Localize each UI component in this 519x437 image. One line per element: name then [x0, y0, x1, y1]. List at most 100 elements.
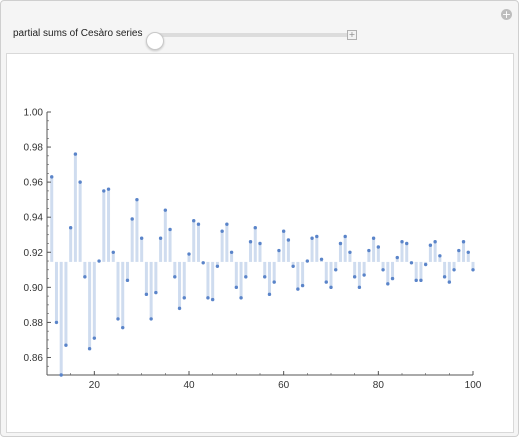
data-point [163, 208, 168, 212]
data-point [102, 189, 106, 193]
cesaro-partial-sums-chart: 0.86 0.88 0.90 0.92 0.94 0.96 0.98 1.00 20 40 60 80… [24, 108, 482, 392]
data-point [400, 240, 404, 244]
y-tick-label: 0.86 [24, 353, 44, 364]
data-point [201, 261, 205, 265]
y-tick-label: 0.92 [24, 248, 44, 259]
data-point [92, 336, 97, 340]
data-point [225, 222, 229, 226]
data-point [229, 250, 234, 254]
data-point [423, 262, 428, 267]
data-point [471, 268, 475, 272]
data-point [405, 241, 409, 246]
data-point [452, 268, 456, 272]
axes-layer [46, 111, 474, 376]
data-point [64, 343, 68, 347]
data-point [281, 229, 286, 233]
data-point [54, 320, 59, 325]
data-point [73, 152, 78, 156]
data-point [442, 275, 447, 279]
data-point [206, 296, 210, 300]
data-point [68, 226, 73, 230]
data-point [267, 292, 272, 297]
x-tick-label: 20 [89, 380, 101, 391]
tick-labels-layer: 0.86 0.88 0.90 0.92 0.94 0.96 0.98 1.00 20 40 60 80… [24, 108, 482, 392]
data-point [173, 275, 177, 279]
data-point [125, 278, 130, 283]
data-point [87, 347, 92, 351]
data-point [215, 264, 220, 268]
data-point [319, 257, 324, 261]
data-point [149, 317, 153, 321]
data-point [324, 280, 328, 284]
data-point [367, 248, 371, 253]
data-point [97, 259, 101, 263]
stems-layer [50, 154, 475, 375]
slider-thumb[interactable] [146, 32, 164, 50]
data-point [338, 241, 343, 246]
data-point [263, 275, 267, 279]
data-point [59, 373, 63, 377]
data-point [116, 317, 120, 321]
x-tick-label: 40 [183, 380, 195, 391]
slider-label: partial sums of Cesàro series [13, 28, 143, 39]
data-point [182, 296, 186, 300]
data-point [428, 243, 433, 247]
data-point [395, 255, 399, 260]
data-point [352, 275, 357, 279]
data-point [296, 287, 300, 291]
data-point [130, 217, 134, 221]
data-point [239, 296, 243, 300]
data-point [154, 290, 158, 295]
data-point [144, 292, 149, 297]
data-point [158, 236, 163, 240]
data-point [272, 280, 276, 284]
data-point [286, 238, 291, 242]
data-point [466, 250, 470, 254]
data-point [177, 306, 182, 311]
data-point [83, 275, 87, 279]
data-point [409, 261, 414, 265]
y-tick-label: 1.00 [24, 108, 44, 119]
data-point [248, 240, 253, 244]
data-point [419, 278, 423, 283]
data-point [305, 259, 310, 263]
data-point [329, 285, 333, 290]
data-point [277, 248, 281, 253]
x-tick-label: 60 [278, 380, 290, 391]
plus-circle-icon[interactable]: + [501, 8, 512, 21]
data-point [244, 275, 248, 279]
data-point [196, 222, 201, 226]
data-point [210, 297, 215, 302]
data-point [187, 252, 191, 256]
data-point [234, 285, 239, 290]
data-point [111, 250, 115, 254]
data-point [50, 175, 54, 179]
data-point [315, 234, 319, 239]
data-point [414, 278, 418, 283]
data-point [139, 236, 144, 240]
data-point [461, 240, 466, 244]
data-point [106, 187, 111, 191]
x-tick-label: 80 [373, 380, 385, 391]
data-point [253, 226, 257, 230]
y-tick-label: 0.94 [24, 213, 44, 224]
plot-panel: 0.86 0.88 0.90 0.92 0.94 0.96 0.98 1.00 20 40 60 80… [6, 53, 514, 433]
data-point [386, 282, 390, 286]
y-tick-label: 0.90 [24, 283, 44, 294]
x-tick-label: 100 [465, 380, 482, 391]
data-point [390, 276, 395, 281]
data-point [135, 197, 139, 202]
data-point [121, 325, 125, 330]
slider-track[interactable] [146, 32, 353, 50]
data-point [168, 227, 172, 232]
y-tick-label: 0.88 [24, 318, 44, 329]
points-layer [50, 152, 475, 377]
data-point [357, 285, 362, 290]
data-point [447, 280, 452, 284]
y-tick-label: 0.96 [24, 178, 44, 189]
data-point [433, 240, 437, 244]
data-point [192, 219, 196, 223]
data-point [348, 250, 352, 254]
plus-icon[interactable]: + [347, 30, 357, 40]
data-point [457, 248, 461, 253]
